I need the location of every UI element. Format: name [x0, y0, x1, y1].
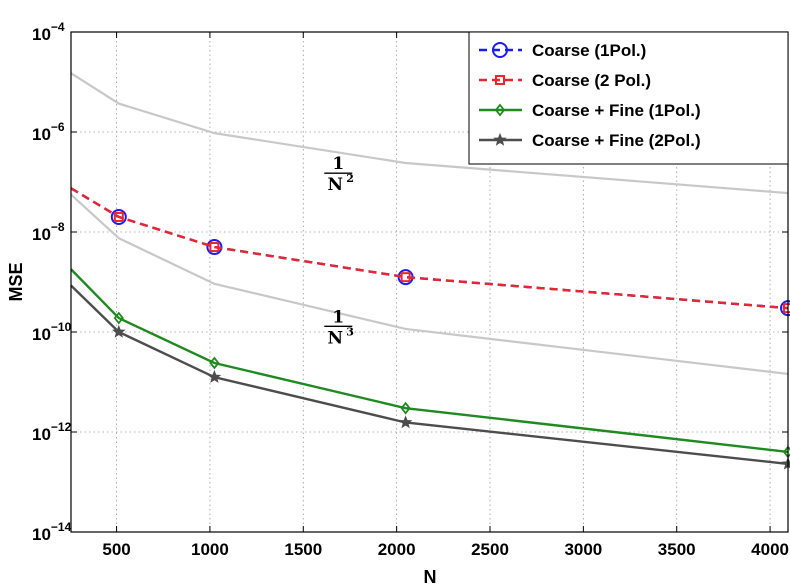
data-point [110, 208, 127, 225]
annotation-numerator: 1 [332, 307, 344, 327]
data-point [112, 324, 126, 338]
reference-line [70, 193, 789, 376]
reference-line [70, 72, 789, 195]
legend-marker [494, 103, 506, 117]
data-point [400, 401, 411, 415]
annotation-exponent: 2 [346, 172, 354, 185]
series-group [70, 187, 790, 470]
x-tick-label: 1000 [191, 540, 229, 559]
annotation-exponent: 3 [346, 325, 354, 338]
legend-marker [495, 75, 505, 85]
y-tick-label: 10−14 [32, 520, 72, 544]
data-point [400, 272, 411, 283]
annotation-denominator: N [328, 328, 344, 348]
annotations: 1N 21N 3 [324, 154, 354, 348]
data-point [113, 211, 124, 222]
legend-marker [492, 42, 508, 58]
legend-label: Coarse (1Pol.) [532, 41, 646, 60]
y-tick-label: 10−6 [32, 120, 65, 144]
y-tick-label: 10−12 [32, 420, 72, 444]
x-tick-label: 1500 [284, 540, 322, 559]
legend: Coarse (1Pol.) Coarse (2 Pol.) Coarse + Fi… [468, 31, 789, 165]
annotation-denominator: N [328, 175, 344, 195]
legend-box [468, 31, 789, 165]
y-tick-label: 10−8 [32, 220, 65, 244]
data-point [398, 415, 413, 429]
x-tick-label: 500 [102, 540, 130, 559]
series-line [70, 268, 789, 454]
x-tick-label: 3000 [564, 540, 602, 559]
x-axis-label: N [424, 567, 437, 585]
y-tick-label: 10−4 [32, 20, 65, 44]
data-point [113, 311, 124, 325]
annotation-numerator: 1 [332, 154, 344, 174]
x-tick-label: 3500 [658, 540, 696, 559]
x-tick-label: 2500 [471, 540, 509, 559]
data-point [209, 242, 220, 253]
x-tick-label: 4000 [751, 540, 789, 559]
reference-lines [70, 72, 789, 376]
axis-ticks: 500 1000 1500 2000 2500 3000 3500 4000 10−14 10−1… [32, 20, 789, 559]
data-point [207, 370, 222, 383]
x-tick-label: 2000 [378, 540, 416, 559]
y-axis-label: MSE [6, 262, 26, 301]
legend-label: Coarse + Fine (2Pol.) [532, 131, 701, 150]
y-tick-label: 10−10 [32, 320, 72, 344]
legend-label: Coarse + Fine (1Pol.) [532, 101, 701, 120]
plot-frame [70, 31, 789, 533]
legend-label: Coarse (2 Pol.) [532, 71, 651, 90]
data-point [209, 356, 220, 370]
legend-marker [493, 132, 507, 146]
